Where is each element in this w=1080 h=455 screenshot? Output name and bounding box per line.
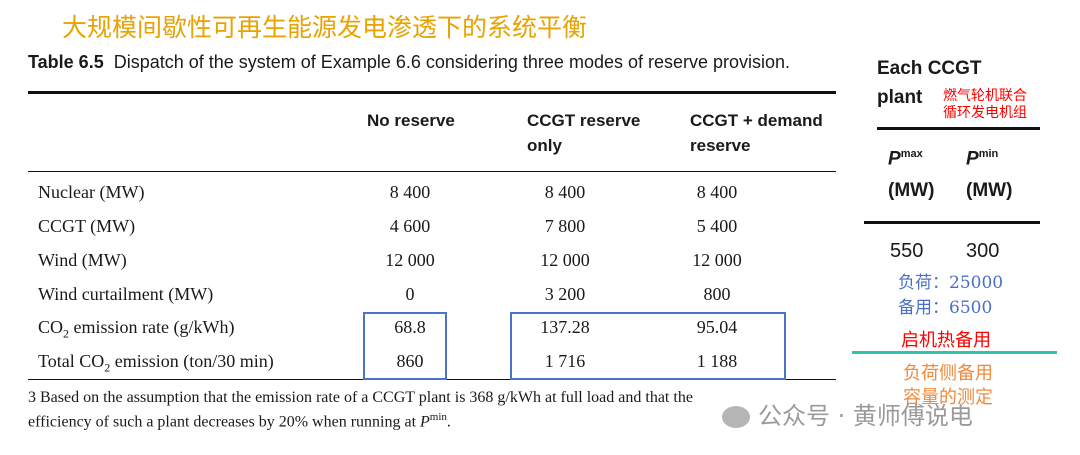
slide-title: 大规模间歇性可再生能源发电渗透下的系统平衡	[62, 13, 588, 42]
spinning-reserve-label: 启机热备用	[901, 330, 991, 351]
table-cell: 800	[703, 284, 731, 304]
table-cell: 68.8	[394, 317, 426, 337]
row-label: CCGT (MW)	[38, 216, 136, 236]
table-cell: 12 000	[385, 250, 435, 270]
table-cell: 137.28	[540, 317, 590, 337]
col-header-no-reserve: No reserve	[367, 111, 455, 130]
table-cell: 95.04	[696, 317, 738, 337]
reserve-text: 备用：6500	[898, 298, 993, 318]
footnote-line1: 3 Based on the assumption that the emiss…	[28, 389, 693, 406]
table-cell: 12 000	[540, 250, 590, 270]
footnote-line2: efficiency of such a plant decreases by …	[28, 411, 451, 431]
col-header-ccgt-demand-reserve: CCGT + demand reserve	[690, 111, 823, 155]
highlight-box-reserve	[510, 312, 786, 380]
table-cell: 8 400	[544, 182, 586, 202]
table-cell: 5 400	[696, 216, 738, 236]
pmin-value: 300	[966, 240, 1000, 262]
side-heading-2: plant	[877, 87, 923, 108]
col-header-ccgt-reserve: CCGT reserve only	[527, 111, 641, 155]
table-cell: 4 600	[389, 216, 431, 236]
pmax-header: Pmax	[888, 148, 923, 170]
teal-divider	[852, 351, 1057, 354]
table-cell: 1 188	[696, 351, 738, 371]
pmax-value: 550	[890, 240, 924, 262]
table-caption: Table 6.5 Dispatch of the system of Exam…	[28, 52, 791, 72]
table-cell: 3 200	[544, 284, 586, 304]
highlight-box-no-reserve	[363, 312, 447, 380]
side-header-rule	[864, 221, 1040, 224]
side-heading-1: Each CCGT	[877, 58, 982, 79]
table-cell: 860	[396, 351, 424, 371]
row-label: Nuclear (MW)	[38, 182, 145, 202]
top-rule	[28, 91, 836, 94]
row-label: CO2 emission rate (g/kWh)	[38, 317, 235, 341]
side-top-rule	[877, 127, 1040, 130]
pmin-header: Pmin	[966, 148, 999, 170]
row-label: Wind curtailment (MW)	[38, 284, 214, 304]
pmax-unit: (MW)	[888, 180, 935, 201]
pmin-unit: (MW)	[966, 180, 1013, 201]
side-note-red: 燃气轮机联合 循环发电机组	[943, 88, 1027, 121]
table-cell: 8 400	[389, 182, 431, 202]
row-label: Wind (MW)	[38, 250, 127, 270]
table-cell: 1 716	[544, 351, 586, 371]
watermark: 公众号 · 黄师傅说电	[722, 396, 973, 431]
table-cell: 7 800	[544, 216, 586, 236]
row-label: Total CO2 emission (ton/30 min)	[38, 351, 274, 375]
table-cell: 8 400	[696, 182, 738, 202]
demand-reserve-label: 负荷侧备用 容量的测定	[903, 363, 993, 408]
header-rule	[28, 171, 836, 172]
wechat-icon	[722, 406, 750, 428]
table-cell: 12 000	[692, 250, 742, 270]
table-cell: 0	[405, 284, 415, 304]
load-text: 负荷：25000	[898, 273, 1004, 293]
